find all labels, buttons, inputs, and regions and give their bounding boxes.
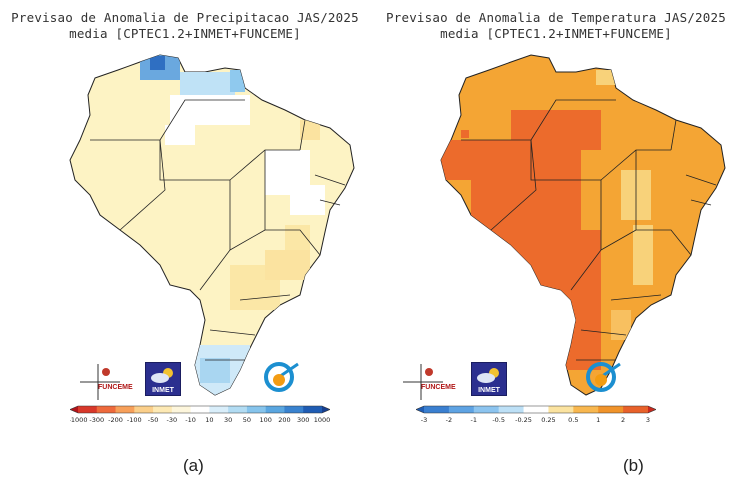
anomaly-patch [541,340,557,350]
colorbar-tick-label: 50 [243,416,251,424]
colorbar-segment [190,406,210,413]
colorbar-tick-label: 1 [596,416,600,424]
funceme-logo-text: FUNCEME [421,384,456,391]
colorbar-segment [473,406,500,413]
temperature-map [440,54,726,396]
colorbar-segment [115,406,135,413]
inmet-logo: INMET [145,362,181,396]
colorbar-tick-label: -10 [185,416,196,424]
anomaly-patch [571,230,601,290]
colorbar-arrow-low [70,406,78,413]
colorbar-segment [623,406,649,413]
colorbar-tick-label: 200 [278,416,290,424]
colorbar-tick-label: 100 [259,416,271,424]
colorbar-tick-label: -1000 [70,416,87,424]
colorbar-tick-label: -2 [446,416,452,424]
colorbar-tick-label: 10 [205,416,213,424]
temperature-caption: (b) [623,456,644,475]
precipitation-panel: Previsao de Anomalia de Precipitacao JAS… [0,0,370,486]
colorbar-segment [265,406,285,413]
colorbar-tick-label: -50 [148,416,159,424]
colorbar-segment [448,406,475,413]
precipitation-title-line1: Previsao de Anomalia de Precipitacao JAS… [11,10,359,25]
colorbar-segment [284,406,304,413]
temperature-panel: Previsao de Anomalia de Temperatura JAS/… [371,0,741,486]
colorbar-segment [498,406,525,413]
anomaly-patch [633,225,653,285]
inpe-logo [586,362,621,392]
colorbar-arrow-high [648,406,656,413]
colorbar-tick-label: 30 [224,416,232,424]
precipitation-caption: (a) [183,456,204,475]
anomaly-patch [461,130,469,138]
anomaly-patch [165,125,195,145]
colorbar-segment [548,406,574,413]
colorbar-arrow-low [416,406,424,413]
colorbar-segment [153,406,173,413]
precipitation-title-line2: media [CPTEC1.2+INMET+FUNCEME] [69,26,301,41]
anomaly-patch [150,56,165,70]
colorbar-tick-label: -3 [421,416,427,424]
colorbar-segment [303,406,323,413]
anomaly-patch [170,95,250,125]
colorbar-segment [523,406,549,413]
anomaly-patch [300,120,320,140]
colorbar-tick-label: 0.25 [541,416,555,424]
colorbar-segment [573,406,599,413]
anomaly-patch [265,250,310,280]
temperature-title-line2: media [CPTEC1.2+INMET+FUNCEME] [440,26,672,41]
inpe-logo [264,362,299,392]
temperature-title: Previsao de Anomalia de Temperatura JAS/… [371,10,741,42]
colorbar-tick-label: -0.25 [515,416,532,424]
funceme-logo-text: FUNCEME [98,384,133,391]
anomaly-patch [581,110,601,150]
colorbar-tick-label: -1 [471,416,477,424]
colorbar-segment [78,406,98,413]
anomaly-patch [596,70,616,85]
colorbar-segment [134,406,154,413]
colorbar-segment [96,406,117,413]
colorbar-tick-label: 300 [297,416,309,424]
colorbar-tick-label: 1000 [314,416,330,424]
anomaly-patch [551,290,601,370]
colorbar-tick-label: -300 [89,416,104,424]
colorbar-segment [209,406,229,413]
anomaly-patch [230,70,245,92]
precipitation-title: Previsao de Anomalia de Precipitacao JAS… [0,10,370,42]
temperature-title-line1: Previsao de Anomalia de Temperatura JAS/… [386,10,726,25]
anomaly-patch [611,310,631,340]
colorbar-segment [598,406,624,413]
sun-cloud-icon [151,368,173,383]
colorbar-segment [424,406,450,413]
anomaly-patch [200,358,230,383]
colorbar-tick-label: 2 [621,416,625,424]
precipitation-colorbar: -1000 -300 -200 -100 -50 -30 -10 10 30 50 100 200 30… [70,405,330,424]
anomaly-patch [441,140,521,180]
funceme-logo [403,364,443,400]
funceme-logo [80,364,120,400]
colorbar-segment [171,406,192,413]
temperature-colorbar: -3 -2 -1 -0.5 -0.25 0.25 0.5 1 2 3 [416,405,656,424]
sun-cloud-icon [477,368,499,383]
colorbar-tick-label: -100 [127,416,142,424]
colorbar-segment [246,406,267,413]
colorbar-tick-label: -30 [167,416,178,424]
anomaly-patch [290,185,325,215]
inmet-logo: INMET [471,362,507,396]
colorbar-tick-label: -0.5 [492,416,505,424]
colorbar-tick-label: 3 [646,416,650,424]
colorbar-tick-label: -200 [108,416,123,424]
colorbar-tick-label: 0.5 [568,416,578,424]
colorbar-segment [228,406,248,413]
precipitation-map [69,54,355,396]
colorbar-arrow-high [322,406,330,413]
